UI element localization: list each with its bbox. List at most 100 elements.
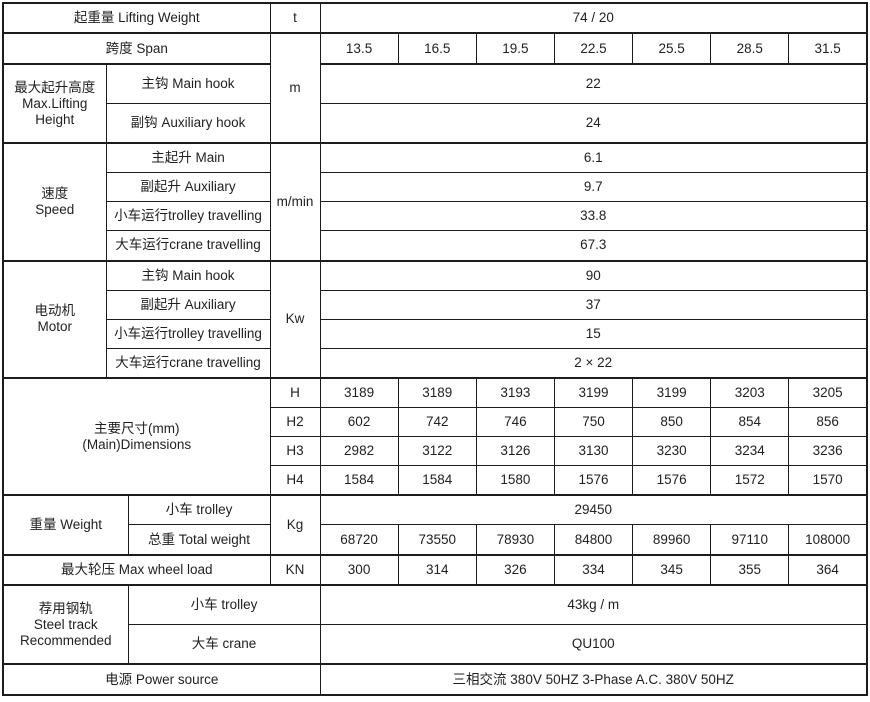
motor-group-label: 电动机 Motor [2,259,107,379]
max-wheel-load-value: 326 [475,553,555,586]
dim-h-value: 3189 [319,376,399,409]
dim-h3-value: 3126 [475,436,555,466]
row-dim-h: 主要尺寸(mm) (Main)Dimensions H 3189 3189 31… [2,376,868,496]
max-wheel-load-unit: KN [269,553,321,586]
speed-group-label: 速度 Speed [2,142,107,262]
max-wheel-load-value: 364 [788,553,868,586]
max-wheel-load-value: 334 [553,553,634,586]
main-hook-label: 主钩 Main hook [105,62,271,105]
dim-h4-value: 1576 [632,465,712,496]
dim-h3-value: 2982 [319,436,399,466]
max-wheel-load-value: 300 [319,553,399,586]
lifting-weight-label: 起重量 Lifting Weight [2,2,271,34]
row-max-wheel-load: 最大轮压 Max wheel load KN 300 314 326 334 3… [2,553,868,586]
weight-total-value: 108000 [788,524,868,556]
speed-aux-label: 副起升 Auxiliary [105,172,271,203]
dimensions-group-label: 主要尺寸(mm) (Main)Dimensions [2,376,271,496]
dim-h-value: 3193 [475,376,555,409]
power-source-value: 三相交流 380V 50HZ 3-Phase A.C. 380V 50HZ [319,663,868,696]
span-label: 跨度 Span [2,32,271,65]
dim-h4-label: H4 [269,465,321,496]
dim-h-value: 3199 [632,376,712,409]
row-speed-aux: 副起升 Auxiliary 9.7 [3,172,868,203]
max-wheel-load-value: 345 [632,553,712,586]
speed-aux-value: 9.7 [319,172,868,203]
motor-main-label: 主钩 Main hook [105,259,271,291]
speed-crane-value: 67.3 [319,230,868,262]
motor-crane-value: 2 × 22 [319,347,868,379]
steel-track-crane-label: 大车 crane [127,624,321,665]
row-motor-crane: 大车运行crane travelling 2 × 22 [3,347,868,379]
dim-h4-value: 1584 [319,465,399,496]
motor-crane-label: 大车运行crane travelling [105,347,271,379]
weight-total-value: 89960 [632,524,712,556]
row-speed-crane: 大车运行crane travelling 67.3 [3,230,868,262]
dim-h2-value: 602 [319,407,399,438]
lifting-weight-value: 74 / 20 [319,2,868,34]
row-motor-aux: 副起升 Auxiliary 37 [3,289,868,320]
row-power-source: 电源 Power source 三相交流 380V 50HZ 3-Phase A… [2,663,868,696]
speed-crane-label: 大车运行crane travelling [105,230,271,262]
weight-unit: Kg [269,494,321,556]
aux-hook-label: 副钩 Auxiliary hook [105,103,271,144]
weight-trolley-value: 29450 [319,494,868,526]
dim-h3-value: 3122 [397,436,477,466]
row-dim-h2: H2 602 742 746 750 850 854 856 [3,407,868,438]
weight-total-label: 总重 Total weight [127,524,271,556]
dim-h-label: H [269,376,321,409]
dim-h2-label: H2 [269,407,321,438]
row-span: 跨度 Span m 13.5 16.5 19.5 22.5 25.5 28.5 … [2,32,868,144]
power-source-label: 电源 Power source [2,663,321,696]
motor-trolley-value: 15 [319,318,868,349]
span-height-unit: m [269,32,321,144]
row-speed-trolley: 小车运行trolley travelling 33.8 [3,201,868,232]
dim-h3-value: 3130 [553,436,634,466]
motor-main-value: 90 [319,259,868,291]
dim-h2-value: 854 [710,407,790,438]
dim-h3-value: 3230 [632,436,712,466]
row-weight-trolley: 重量 Weight 小车 trolley Kg 29450 [2,494,868,556]
dim-h-value: 3203 [710,376,790,409]
span-value: 28.5 [710,32,790,65]
row-weight-total: 总重 Total weight 68720 73550 78930 84800 … [3,524,868,556]
max-wheel-load-value: 314 [397,553,477,586]
row-aux-hook-height: 副钩 Auxiliary hook 24 [3,103,868,144]
row-motor-main: 电动机 Motor 主钩 Main hook Kw 90 [2,259,868,379]
steel-track-group-label: 荐用钢轨 Steel track Recommended [2,584,129,665]
motor-unit: Kw [269,259,321,379]
motor-aux-value: 37 [319,289,868,320]
max-lifting-height-group-label: 最大起升高度 Max.Lifting Height [2,62,107,144]
span-value: 25.5 [632,32,712,65]
row-dim-h4: H4 1584 1584 1580 1576 1576 1572 1570 [3,465,868,496]
dim-h2-value: 750 [553,407,634,438]
dim-h3-value: 3236 [788,436,868,466]
row-speed-main: 速度 Speed 主起升 Main m/min 6.1 [2,142,868,262]
row-motor-trolley: 小车运行trolley travelling 15 [3,318,868,349]
dim-h-value: 3189 [397,376,477,409]
weight-total-value: 97110 [710,524,790,556]
row-main-hook-height: 最大起升高度 Max.Lifting Height 主钩 Main hook 2… [2,62,868,144]
aux-hook-height-value: 24 [319,103,868,144]
dim-h4-value: 1580 [475,465,555,496]
speed-main-label: 主起升 Main [105,142,271,174]
weight-total-value: 78930 [475,524,555,556]
span-value: 22.5 [553,32,634,65]
max-wheel-load-value: 355 [710,553,790,586]
main-hook-height-value: 22 [319,62,868,105]
row-steel-track-trolley: 荐用钢轨 Steel track Recommended 小车 trolley … [2,584,868,665]
dim-h4-value: 1576 [553,465,634,496]
max-wheel-load-label: 最大轮压 Max wheel load [2,553,271,586]
speed-unit: m/min [269,142,321,262]
dim-h4-value: 1570 [788,465,868,496]
speed-trolley-label: 小车运行trolley travelling [105,201,271,232]
dim-h2-value: 850 [632,407,712,438]
dim-h4-value: 1584 [397,465,477,496]
row-dim-h3: H3 2982 3122 3126 3130 3230 3234 3236 [3,436,868,466]
motor-aux-label: 副起升 Auxiliary [105,289,271,320]
span-value: 31.5 [788,32,868,65]
dim-h3-value: 3234 [710,436,790,466]
dim-h2-value: 856 [788,407,868,438]
weight-total-value: 84800 [553,524,634,556]
speed-trolley-value: 33.8 [319,201,868,232]
